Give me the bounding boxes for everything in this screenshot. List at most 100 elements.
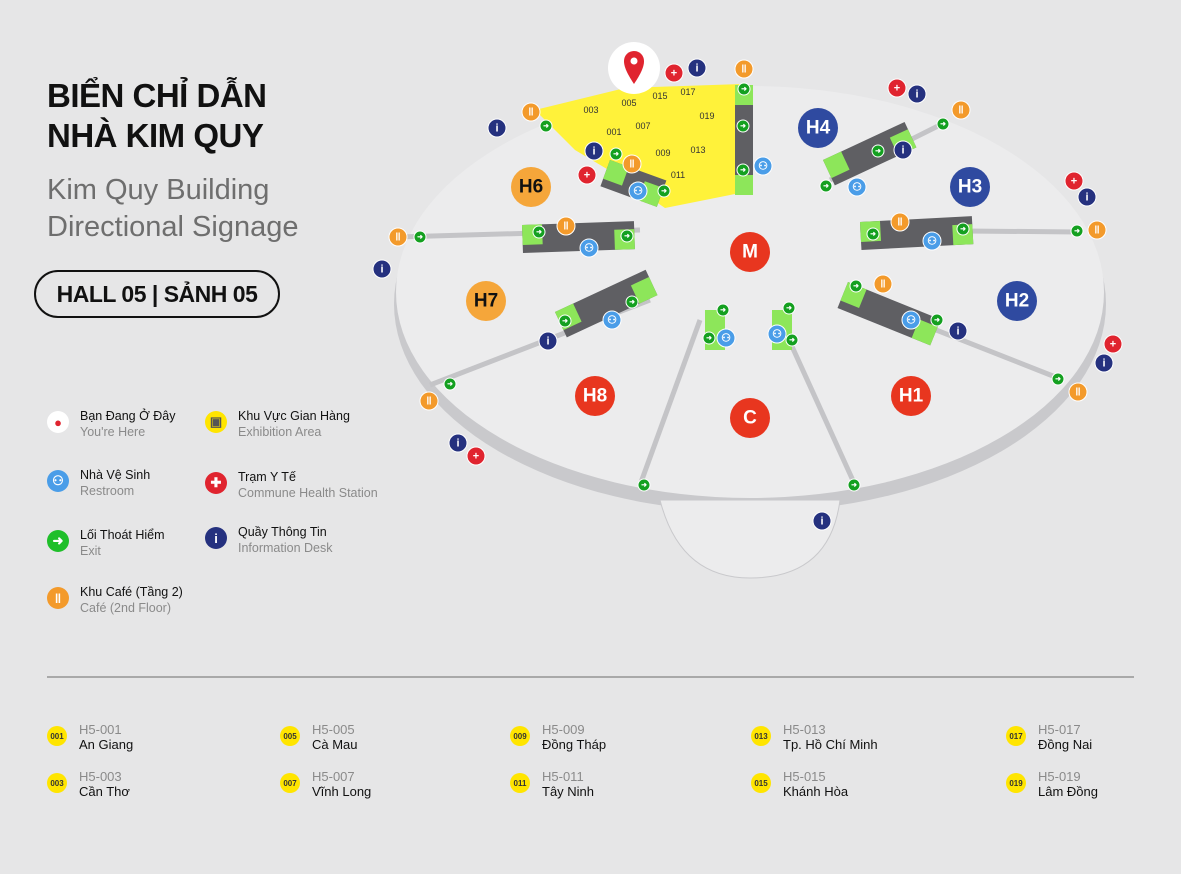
hall-label: H8 xyxy=(583,386,607,407)
booth-tag[interactable]: 011 xyxy=(671,170,685,180)
svg-text:ǁ: ǁ xyxy=(1075,387,1080,399)
exhibition-area[interactable] xyxy=(535,84,745,208)
hall-label: H4 xyxy=(806,118,831,139)
info-desk-icon: i xyxy=(1077,187,1097,207)
svg-text:i: i xyxy=(695,63,698,75)
svg-text:➜: ➜ xyxy=(823,183,829,190)
legend-label-en: You're Here xyxy=(80,425,146,439)
legend-label-en: Café (2nd Floor) xyxy=(80,601,172,615)
cafe-icon: ǁ xyxy=(47,587,69,609)
hall-label: H6 xyxy=(519,177,543,198)
exit-icon: ➜ xyxy=(866,227,880,241)
svg-text:ǁ: ǁ xyxy=(897,217,902,229)
svg-text:➜: ➜ xyxy=(741,86,747,93)
health-station-icon: + xyxy=(1103,334,1123,354)
hall-marker-h7[interactable]: H7 xyxy=(466,281,506,321)
hall-marker-h8[interactable]: H8 xyxy=(575,376,615,416)
exit-icon: ➜ xyxy=(1070,224,1084,238)
info-desk-icon: i xyxy=(205,527,227,549)
title-line-1: BIỂN CHỈ DẪN xyxy=(47,77,267,114)
svg-text:➜: ➜ xyxy=(543,123,549,130)
svg-text:ǁ: ǁ xyxy=(741,64,746,76)
booth-tag[interactable]: 015 xyxy=(652,91,667,101)
svg-text:ǁ: ǁ xyxy=(958,105,963,117)
restroom-icon: ⚇ xyxy=(847,177,867,197)
info-desk-icon: i xyxy=(487,118,507,138)
hall-marker-h6[interactable]: H6 xyxy=(511,167,551,207)
booth-number-badge: 007 xyxy=(280,773,300,793)
legend-label-vi: Nhà Vệ Sinh xyxy=(80,468,151,482)
svg-text:+: + xyxy=(584,170,590,182)
svg-text:➜: ➜ xyxy=(934,317,940,324)
hall-marker-m[interactable]: M xyxy=(730,232,770,272)
cafe-icon: ǁ xyxy=(873,274,893,294)
booth-tag[interactable]: 005 xyxy=(621,98,636,108)
hall-divider-wall xyxy=(777,318,858,487)
booth-tag[interactable]: 003 xyxy=(583,105,598,115)
booth-tag[interactable]: 013 xyxy=(690,145,705,155)
legend-item: ● Bạn Đang Ở Đây You're Here xyxy=(47,408,176,440)
info-desk-icon: i xyxy=(448,433,468,453)
booth-tag[interactable]: 019 xyxy=(699,111,714,121)
legend-label-vi: Trạm Y Tế xyxy=(238,470,296,484)
legend-label-en: Exit xyxy=(80,544,101,558)
exit-icon: ➜ xyxy=(819,179,833,193)
booth-number-badge: 003 xyxy=(47,773,67,793)
svg-text:⚇: ⚇ xyxy=(607,315,617,327)
booth-tag[interactable]: 017 xyxy=(680,87,695,97)
booth-code: H5-009 xyxy=(542,722,585,737)
hall-label: M xyxy=(742,242,758,263)
exit-icon: ➜ xyxy=(625,295,639,309)
svg-text:⚇: ⚇ xyxy=(721,333,731,345)
svg-text:ǁ: ǁ xyxy=(1094,225,1099,237)
svg-text:⚇: ⚇ xyxy=(927,236,937,248)
svg-text:➜: ➜ xyxy=(562,318,568,325)
booth-list-item: 013 H5-013 Tp. Hồ Chí Minh xyxy=(751,722,878,753)
booth-tag[interactable]: 009 xyxy=(655,148,670,158)
svg-text:+: + xyxy=(1110,339,1116,351)
booth-tag[interactable]: 007 xyxy=(635,121,650,131)
cafe-icon: ǁ xyxy=(622,154,642,174)
floor-map: 003 005 015 017 001 007 019 009 013 011 H4 H3 H2 H1 C… xyxy=(372,42,1123,579)
hall-label: H1 xyxy=(899,386,924,407)
svg-text:➜: ➜ xyxy=(853,283,859,290)
booth-tag[interactable]: 001 xyxy=(606,127,621,137)
exhibition-area-icon: ▣ xyxy=(205,411,227,433)
booth-list-item: 015 H5-015 Khánh Hòa xyxy=(751,769,848,800)
svg-text:➜: ➜ xyxy=(613,151,619,158)
health-station-icon: ✚ xyxy=(205,472,227,494)
exit-icon: ➜ xyxy=(736,119,750,133)
info-desk-icon: i xyxy=(812,511,832,531)
subtitle-line-1: Kim Quy Building xyxy=(47,174,270,206)
legend-item: ✚ Trạm Y Tế Commune Health Station xyxy=(205,469,378,501)
svg-text:⚇: ⚇ xyxy=(758,161,768,173)
svg-text:i: i xyxy=(1102,358,1105,370)
health-station-icon: + xyxy=(664,63,684,83)
booth-name: Lâm Đồng xyxy=(1038,784,1098,799)
svg-text:i: i xyxy=(915,89,918,101)
info-desk-icon: i xyxy=(948,321,968,341)
hall-marker-h3[interactable]: H3 xyxy=(950,167,990,207)
hall-marker-h1[interactable]: H1 xyxy=(891,376,931,416)
title-line-2: NHÀ KIM QUY xyxy=(47,117,264,154)
exit-icon: ➜ xyxy=(847,478,861,492)
hall-label: H7 xyxy=(474,291,498,312)
exit-icon: ➜ xyxy=(702,331,716,345)
page-subtitle: Kim Quy Building Directional Signage xyxy=(47,172,298,246)
hall-marker-c[interactable]: C xyxy=(730,398,770,438)
hall-marker-h2[interactable]: H2 xyxy=(997,281,1037,321)
exit-icon: ➜ xyxy=(871,144,885,158)
service-block xyxy=(837,282,941,346)
legend-item: ⚇ Nhà Vệ Sinh Restroom xyxy=(47,467,150,499)
hall-marker-h4[interactable]: H4 xyxy=(798,108,838,148)
booth-name: Cần Thơ xyxy=(79,784,130,799)
booth-code: H5-005 xyxy=(312,722,355,737)
svg-text:➜: ➜ xyxy=(1055,376,1061,383)
svg-text:ǁ: ǁ xyxy=(426,396,431,408)
health-station-icon: + xyxy=(577,165,597,185)
info-desk-icon: i xyxy=(687,58,707,78)
cafe-icon: ǁ xyxy=(890,212,910,232)
info-desk-icon: i xyxy=(907,84,927,104)
booth-code: H5-019 xyxy=(1038,769,1081,784)
svg-text:⚇: ⚇ xyxy=(852,182,862,194)
